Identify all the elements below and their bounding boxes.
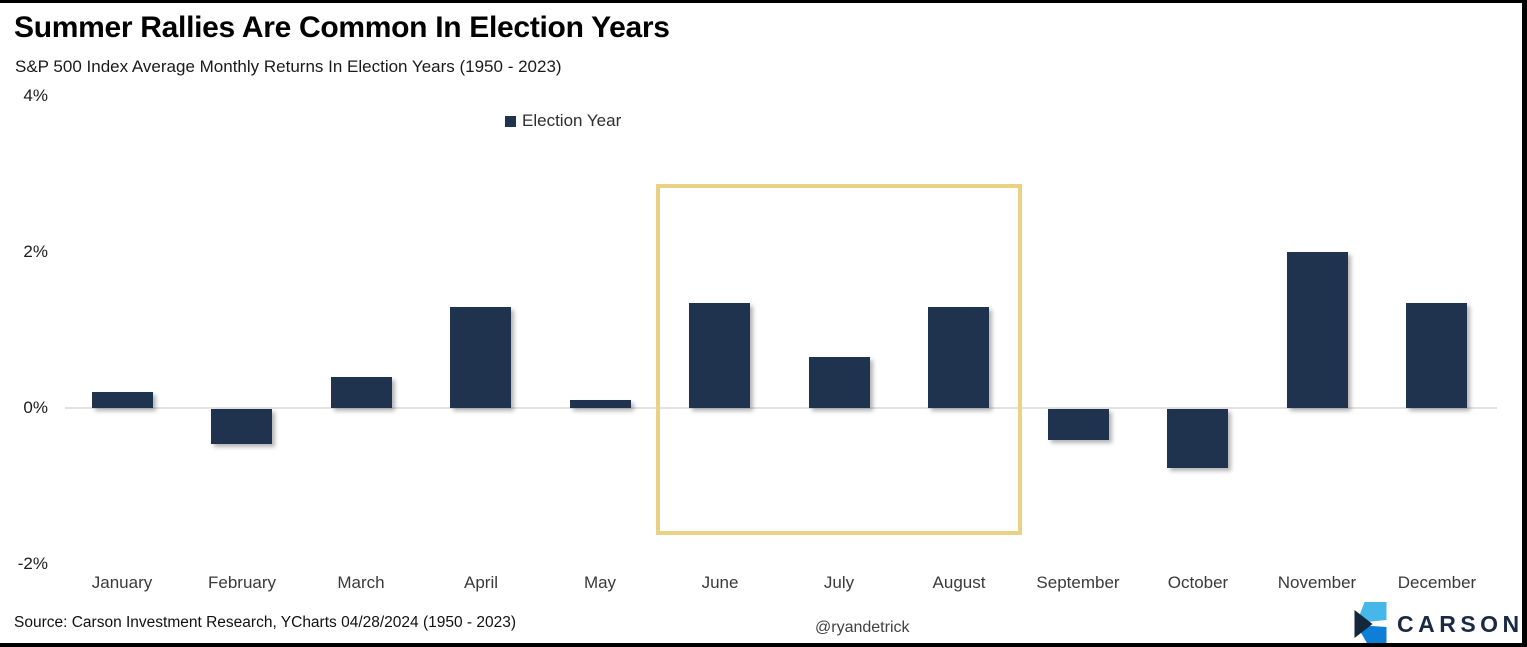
y-tick-label: 2% bbox=[23, 242, 48, 261]
zero-axis-line bbox=[65, 407, 1497, 409]
bar-may bbox=[570, 400, 631, 409]
y-tick-label: 0% bbox=[23, 398, 48, 417]
bar-january bbox=[92, 392, 153, 409]
legend-swatch-icon bbox=[505, 115, 516, 127]
bar-october bbox=[1167, 409, 1228, 468]
chart-title: Summer Rallies Are Common In Election Ye… bbox=[14, 11, 670, 44]
bar-march bbox=[331, 376, 392, 408]
carson-logo-text: CARSON bbox=[1397, 610, 1524, 637]
x-label-january: January bbox=[91, 573, 153, 592]
x-label-february: February bbox=[207, 573, 277, 592]
legend-label: Election Year bbox=[522, 111, 622, 130]
bar-june bbox=[689, 302, 750, 408]
twitter-handle: @ryandetrick bbox=[815, 619, 910, 636]
x-label-september: September bbox=[1036, 573, 1120, 592]
source-text: Source: Carson Investment Research, YCha… bbox=[14, 614, 517, 631]
legend: Election Year bbox=[505, 111, 621, 131]
y-tick-label: 4% bbox=[23, 86, 48, 105]
x-label-november: November bbox=[1277, 573, 1357, 592]
carson-logo-icon bbox=[1354, 602, 1387, 643]
x-label-may: May bbox=[583, 573, 617, 592]
bar-april bbox=[450, 306, 511, 408]
x-label-july: July bbox=[823, 573, 855, 592]
x-label-march: March bbox=[337, 573, 385, 592]
bar-february bbox=[211, 409, 272, 444]
chart-subtitle: S&P 500 Index Average Monthly Returns In… bbox=[15, 57, 562, 76]
x-label-august: August bbox=[932, 573, 986, 592]
bar-august bbox=[928, 306, 989, 408]
x-label-april: April bbox=[463, 573, 498, 592]
bar-november bbox=[1287, 252, 1348, 408]
bar-december bbox=[1406, 302, 1467, 408]
y-tick-label: -2% bbox=[17, 554, 48, 573]
bar-july bbox=[809, 357, 870, 409]
x-label-october: October bbox=[1167, 573, 1229, 592]
x-label-june: June bbox=[701, 573, 739, 592]
bar-september bbox=[1048, 409, 1109, 440]
carson-logo: CARSON bbox=[1352, 602, 1524, 643]
x-label-december: December bbox=[1397, 573, 1477, 592]
